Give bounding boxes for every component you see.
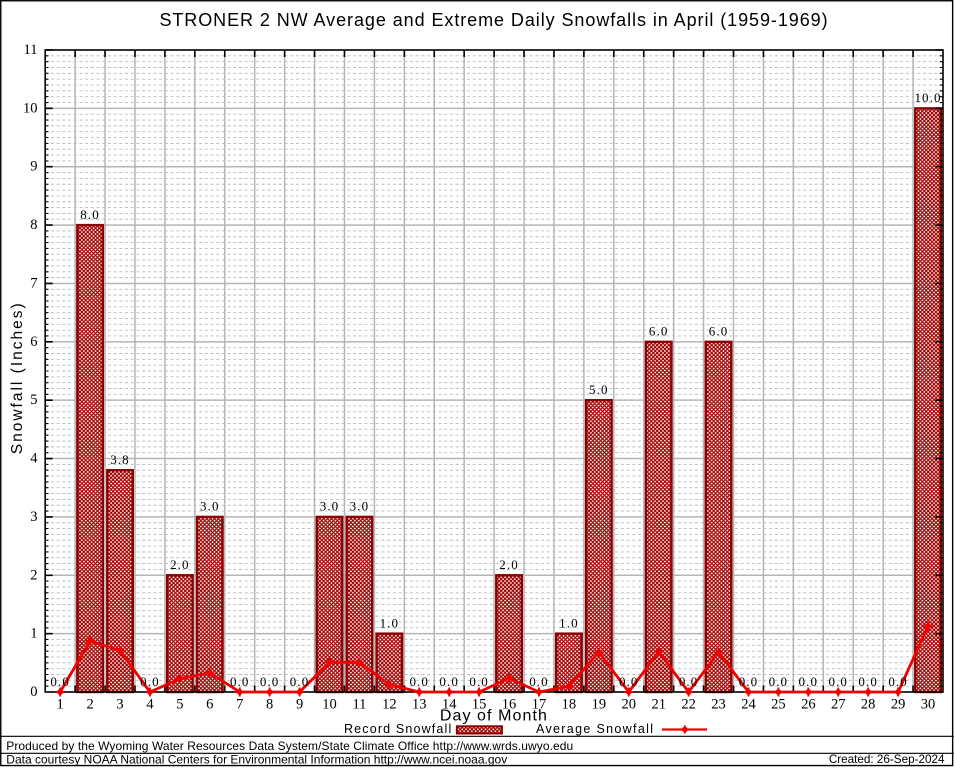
svg-text:0.0: 0.0 <box>529 674 549 689</box>
svg-text:10: 10 <box>23 100 38 116</box>
svg-text:0.0: 0.0 <box>260 674 280 689</box>
svg-text:0.0: 0.0 <box>619 674 639 689</box>
svg-text:29: 29 <box>891 696 906 712</box>
svg-text:Created: 26-Sep-2024: Created: 26-Sep-2024 <box>829 753 945 766</box>
svg-text:19: 19 <box>592 696 607 712</box>
svg-text:5.0: 5.0 <box>589 382 609 397</box>
svg-text:1.0: 1.0 <box>380 615 400 630</box>
svg-text:Data courtesy NOAA National Ce: Data courtesy NOAA National Centers for … <box>6 752 507 766</box>
svg-text:10: 10 <box>322 696 337 712</box>
svg-text:Average Snowfall: Average Snowfall <box>536 722 654 736</box>
svg-text:1: 1 <box>57 696 64 712</box>
svg-text:3: 3 <box>30 509 37 525</box>
svg-text:0.0: 0.0 <box>769 674 789 689</box>
svg-text:5: 5 <box>176 696 183 712</box>
svg-text:3.0: 3.0 <box>350 499 370 514</box>
svg-text:3.8: 3.8 <box>110 452 130 467</box>
svg-text:15: 15 <box>472 696 487 712</box>
svg-text:3.0: 3.0 <box>320 499 340 514</box>
svg-text:0.0: 0.0 <box>469 674 489 689</box>
svg-text:5: 5 <box>30 392 37 408</box>
svg-text:11: 11 <box>24 42 38 58</box>
svg-text:28: 28 <box>861 696 876 712</box>
svg-text:1: 1 <box>30 626 37 642</box>
svg-text:2: 2 <box>86 696 93 712</box>
svg-text:8.0: 8.0 <box>80 207 100 222</box>
svg-text:23: 23 <box>711 696 726 712</box>
svg-text:14: 14 <box>442 696 457 712</box>
svg-text:11: 11 <box>352 696 366 712</box>
svg-text:9: 9 <box>296 696 303 712</box>
svg-text:2: 2 <box>30 567 37 583</box>
svg-text:6: 6 <box>206 696 213 712</box>
svg-text:2.0: 2.0 <box>170 557 190 572</box>
svg-text:8: 8 <box>266 696 273 712</box>
svg-text:0.0: 0.0 <box>290 674 310 689</box>
svg-text:0.0: 0.0 <box>409 674 429 689</box>
svg-text:6: 6 <box>30 334 37 350</box>
svg-text:0.0: 0.0 <box>739 674 759 689</box>
svg-text:0.0: 0.0 <box>679 674 699 689</box>
svg-text:10.0: 10.0 <box>914 90 941 105</box>
svg-text:8: 8 <box>30 217 37 233</box>
svg-text:20: 20 <box>622 696 637 712</box>
svg-text:25: 25 <box>771 696 786 712</box>
svg-text:Produced by the Wyoming Water: Produced by the Wyoming Water Resources … <box>6 739 573 753</box>
svg-text:24: 24 <box>741 696 756 712</box>
svg-text:0.0: 0.0 <box>230 674 250 689</box>
svg-text:12: 12 <box>382 696 397 712</box>
svg-text:0.0: 0.0 <box>50 674 70 689</box>
svg-text:1.0: 1.0 <box>559 615 579 630</box>
svg-text:16: 16 <box>502 696 517 712</box>
svg-text:13: 13 <box>412 696 427 712</box>
svg-text:7: 7 <box>30 275 37 291</box>
svg-text:0.0: 0.0 <box>140 674 160 689</box>
svg-text:Snowfall (Inches): Snowfall (Inches) <box>9 301 26 454</box>
svg-text:22: 22 <box>681 696 696 712</box>
svg-text:2.0: 2.0 <box>499 557 519 572</box>
svg-text:0.0: 0.0 <box>828 674 848 689</box>
svg-text:0.0: 0.0 <box>858 674 878 689</box>
svg-text:18: 18 <box>562 696 577 712</box>
svg-text:4: 4 <box>30 451 38 467</box>
svg-text:Day of Month: Day of Month <box>440 708 548 725</box>
svg-text:STRONER 2 NW Average and Extre: STRONER 2 NW Average and Extreme Daily S… <box>159 10 828 30</box>
svg-text:9: 9 <box>30 159 37 175</box>
svg-text:27: 27 <box>831 696 846 712</box>
svg-text:0.0: 0.0 <box>888 674 908 689</box>
svg-text:3.0: 3.0 <box>200 499 220 514</box>
svg-text:6.0: 6.0 <box>709 324 729 339</box>
svg-text:21: 21 <box>651 696 666 712</box>
svg-text:0.0: 0.0 <box>799 674 819 689</box>
svg-text:0: 0 <box>30 684 37 700</box>
svg-text:Record Snowfall: Record Snowfall <box>344 722 452 736</box>
svg-text:26: 26 <box>801 696 816 712</box>
svg-text:6.0: 6.0 <box>649 324 669 339</box>
svg-text:4: 4 <box>146 696 154 712</box>
svg-text:0.0: 0.0 <box>439 674 459 689</box>
svg-text:17: 17 <box>532 696 547 712</box>
svg-text:7: 7 <box>236 696 243 712</box>
svg-text:3: 3 <box>116 696 123 712</box>
svg-text:30: 30 <box>921 696 936 712</box>
